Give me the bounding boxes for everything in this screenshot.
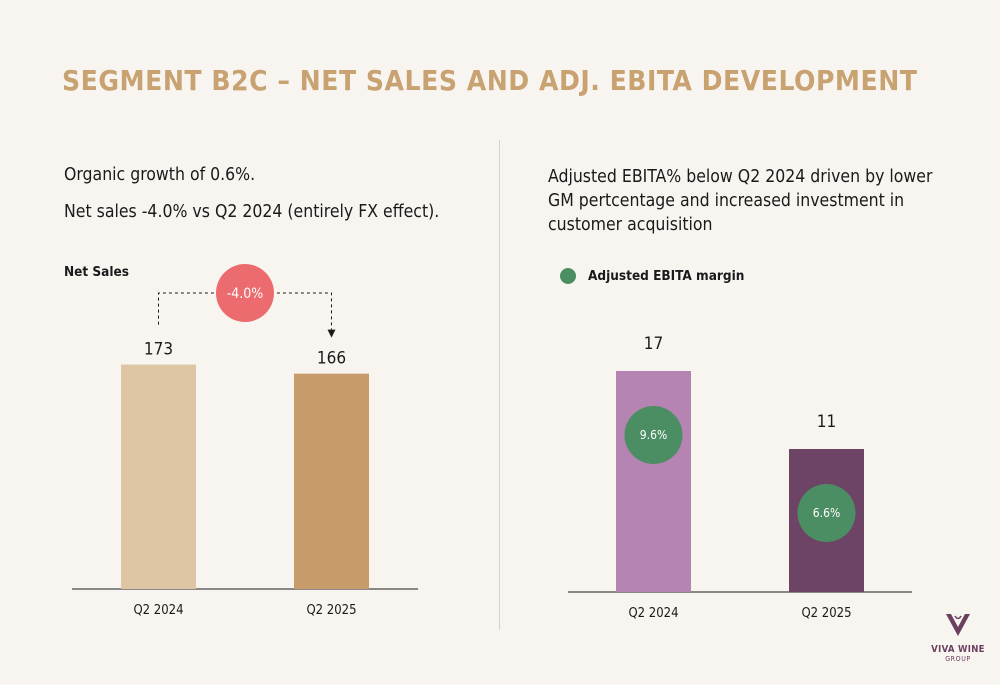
ebita-margin-badge-0 — [624, 406, 683, 464]
net-sales-commentary: Organic growth of 0.6%. Net sales -4.0% … — [64, 165, 439, 239]
legend-label: Adjusted EBITA margin — [588, 268, 745, 284]
ebita-margin-label-1: 6.6% — [813, 506, 840, 520]
change-badge — [216, 264, 274, 322]
net-sales-chart-title: Net Sales — [64, 264, 130, 280]
viva-wine-logo-icon — [946, 614, 970, 636]
ebita-margin-label-0: 9.6% — [640, 428, 667, 442]
ebita-margin-badge-1 — [797, 484, 856, 542]
ebita-bar-0 — [616, 371, 691, 592]
bullet-organic-growth: Organic growth of 0.6%. — [64, 165, 256, 185]
net-sales-bar-1 — [294, 373, 369, 589]
net-sales-value-label-0: 173 — [144, 340, 173, 360]
bullet-net-sales: Net sales -4.0% vs Q2 2024 (entirely FX … — [64, 202, 440, 222]
net-sales-category-label-1: Q2 2025 — [306, 603, 356, 618]
ebita-legend: Adjusted EBITA margin — [560, 268, 744, 284]
ebita-commentary: Adjusted EBITA% below Q2 2024 driven by … — [548, 167, 933, 235]
net-sales-category-label-0: Q2 2024 — [133, 603, 183, 618]
logo-name: VIVA WINE — [931, 644, 985, 655]
net-sales-bar-0 — [121, 364, 196, 589]
change-badge-label: -4.0% — [227, 286, 264, 302]
ebita-value-label-1: 11 — [817, 412, 836, 432]
ebita-value-label-0: 17 — [644, 334, 663, 354]
change-connector — [158, 292, 336, 338]
legend-dot-icon — [560, 268, 576, 284]
viva-wine-logo: VIVA WINE GROUP — [926, 612, 990, 663]
page-title: SEGMENT B2C – NET SALES AND ADJ. EBITA D… — [62, 64, 918, 97]
ebita-category-label-1: Q2 2025 — [801, 606, 851, 621]
logo-subtitle: GROUP — [945, 655, 971, 663]
ebita-category-label-0: Q2 2024 — [628, 606, 678, 621]
divider — [499, 140, 500, 630]
net-sales-value-label-1: 166 — [317, 349, 346, 369]
